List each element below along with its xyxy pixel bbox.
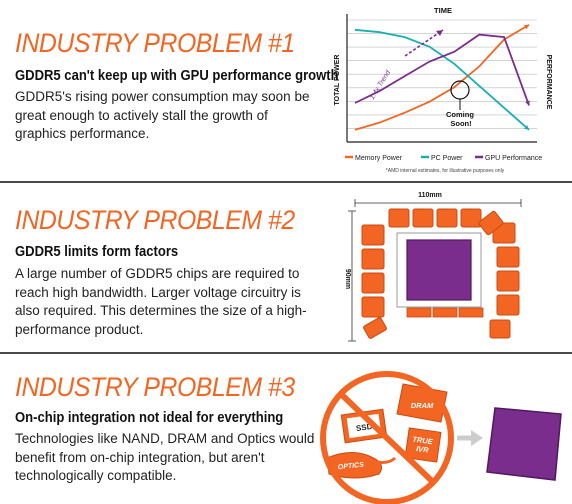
chart-series [354, 24, 530, 131]
optics-module [326, 452, 383, 479]
series-line-pc-power [354, 28, 530, 131]
gddr5-chip [460, 208, 482, 228]
gpu-package-icon [486, 407, 562, 481]
section-subheading: GDDR5 can't keep up with GPU performance… [15, 68, 339, 84]
form-factor-diagram: 110mm 90mm [344, 192, 522, 342]
chart-grid [347, 19, 537, 129]
voltage-circuitry [458, 307, 484, 318]
section-subheading: GDDR5 limits form factors [15, 244, 179, 260]
trend-dashed-line [404, 29, 444, 57]
chart-title: TIME [434, 6, 452, 15]
section-body-text: A large number of GDDR5 chips are requir… [15, 266, 307, 337]
section-body-text: GDDR5's rising power consumption may soo… [15, 89, 310, 141]
section-heading: INDUSTRY PROBLEM #2 [15, 205, 295, 235]
ssd-chip-face [346, 413, 382, 439]
series-arrowhead [524, 24, 529, 30]
gddr5-chip [489, 319, 511, 339]
integration-diagram: SSD DRAM TRUE IVR OPTICS [320, 371, 562, 504]
gddr5-chip [436, 208, 458, 228]
section-body-text: Technologies like NAND, DRAM and Optics … [15, 431, 315, 483]
legend-label: PC Power [431, 155, 463, 162]
section-heading: INDUSTRY PROBLEM #1 [15, 28, 295, 58]
gddr5-chip [496, 246, 520, 268]
coming-soon-annotation: Coming Soon! [446, 110, 476, 128]
section-divider [0, 181, 572, 183]
series-arrowhead [525, 100, 530, 106]
voltage-circuitry [406, 307, 432, 318]
series-line-memory-power [354, 24, 530, 131]
optics-label: OPTICS [338, 462, 365, 472]
y-axis-label-right: PERFORMANCE [545, 55, 552, 110]
gddr5-chip [363, 317, 387, 339]
legend-label: Memory Power [355, 155, 403, 162]
series-line-gpu-performance [354, 33, 530, 106]
voltage-circuitry [432, 307, 458, 318]
power-performance-chart: TIME TOTAL POWER PERFORMANCE 1.4x Trend … [334, 6, 552, 174]
gddr5-chip [361, 296, 385, 318]
gddr5-chip [496, 294, 520, 316]
true-ivr-chip [404, 427, 442, 463]
optics-fiber [376, 456, 397, 464]
gddr5-chip [496, 270, 520, 292]
gddr5-chip [361, 248, 385, 270]
legend-label: GPU Performance [485, 155, 542, 162]
height-dimension-label: 90mm [344, 269, 351, 289]
crossover-circle [450, 80, 470, 100]
gddr5-chip [478, 210, 504, 236]
trend-arrowhead [436, 30, 443, 36]
section-subheading: On-chip integration not ideal for everyt… [15, 410, 284, 426]
gddr5-chip [361, 224, 385, 246]
problem-section-1: INDUSTRY PROBLEM #1 GDDR5 can't keep up … [0, 0, 572, 180]
ssd-label: SSD [355, 422, 373, 433]
chart-legend: Memory Power PC Power GPU Performance [345, 155, 542, 162]
gddr5-chip [388, 208, 410, 228]
series-arrowhead [524, 125, 529, 130]
problem-section-2: INDUSTRY PROBLEM #2 GDDR5 limits form fa… [0, 183, 572, 351]
section-divider [0, 352, 572, 354]
section-heading: INDUSTRY PROBLEM #3 [15, 372, 295, 402]
gpu-die [406, 239, 472, 301]
gddr5-chip [492, 222, 516, 244]
gddr5-chip [361, 272, 385, 294]
gddr5-chip [412, 208, 434, 228]
prohibition-circle [320, 371, 454, 504]
y-axis-label-left: TOTAL POWER [334, 55, 341, 106]
prohibition-slash [338, 391, 436, 485]
arrow-head [471, 430, 483, 446]
problem-section-3: INDUSTRY PROBLEM #3 On-chip integration … [0, 354, 572, 504]
width-dimension-label: 110mm [418, 192, 442, 199]
true-ivr-label: TRUE IVR [411, 435, 436, 456]
dram-label: DRAM [411, 401, 434, 410]
chart-footnote: *AMD internal estimates, for illustrativ… [386, 168, 505, 174]
